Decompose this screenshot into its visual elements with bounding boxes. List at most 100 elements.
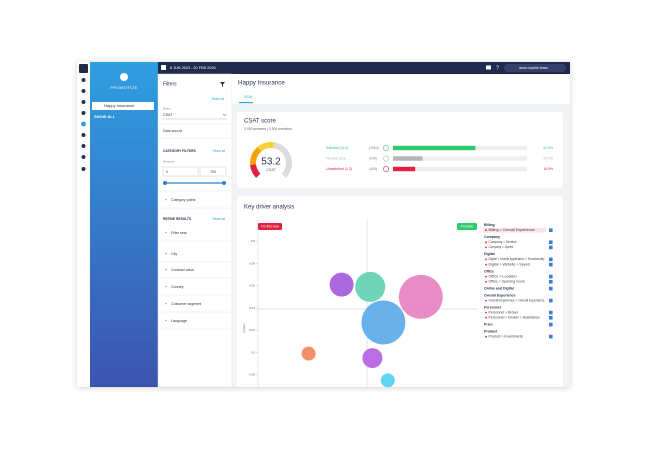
- csat-row-label: Unsatisfied (1-2): [326, 167, 352, 171]
- user-name[interactable]: anne-sophie.lears: [519, 66, 548, 70]
- metric-value[interactable]: CSAT: [163, 113, 173, 117]
- slider-handle[interactable]: [222, 181, 226, 185]
- bubble[interactable]: [301, 346, 316, 361]
- refine-item[interactable]: Country: [171, 285, 184, 289]
- refine-item[interactable]: Filter sets: [171, 231, 187, 235]
- csat-row-label: Neutral (3-3): [326, 156, 346, 160]
- filter-icon[interactable]: [220, 82, 225, 87]
- reset-all[interactable]: Reset all: [213, 217, 226, 221]
- legend-item[interactable]: Personnel > Broker: [489, 310, 520, 314]
- expander: +: [165, 198, 167, 202]
- main-title: Happy Insurance: [238, 80, 285, 87]
- fix-badge: [258, 223, 282, 230]
- csat-row-value: 22.0%: [543, 156, 553, 160]
- max-input[interactable]: [199, 166, 227, 177]
- promote-label: Promote: [461, 224, 474, 228]
- bubble[interactable]: [398, 274, 443, 319]
- min-input[interactable]: [162, 166, 199, 177]
- legend-check[interactable]: [549, 286, 553, 291]
- legend-item[interactable]: Product > Investments: [489, 334, 524, 338]
- user-pill[interactable]: [504, 64, 566, 72]
- y-axis-label: Impact: [242, 323, 246, 332]
- legend-check[interactable]: [549, 240, 553, 244]
- legend-item[interactable]: Company > Service: [489, 240, 517, 244]
- data-source[interactable]: Data source: [163, 129, 182, 133]
- bubble[interactable]: [329, 272, 354, 297]
- legend-check[interactable]: [549, 334, 553, 339]
- legend-check[interactable]: [549, 280, 553, 284]
- y-tick-label: 0.56: [249, 284, 255, 288]
- legend-group: Billing: [484, 223, 495, 227]
- legend-check[interactable]: [549, 322, 553, 327]
- legend-check[interactable]: [549, 257, 553, 262]
- tab-underline: [239, 102, 253, 104]
- legend-dot: [485, 299, 487, 302]
- legend-dot: [485, 316, 487, 319]
- max-value: 754: [210, 170, 216, 174]
- legend-dot: [485, 311, 487, 314]
- refine-item[interactable]: Contract value: [171, 268, 194, 272]
- bubble[interactable]: [380, 373, 395, 387]
- legend-item[interactable]: Office > Location: [489, 274, 517, 278]
- refine-item[interactable]: City: [171, 252, 177, 256]
- refine-item[interactable]: Customer segment: [171, 302, 201, 306]
- main-header: [232, 74, 570, 104]
- gauge-segment: [250, 146, 262, 165]
- project-label[interactable]: Happy Insurance: [104, 103, 135, 108]
- legend-highlight: [483, 227, 546, 233]
- csat-bar-track: [393, 166, 527, 172]
- filters-panel: [157, 73, 233, 387]
- date-range[interactable]: 6 JUN 2023 - 20 FEB 2026: [170, 66, 216, 70]
- y-tick-label: 0.48: [249, 373, 255, 377]
- menu-icon[interactable]: [79, 64, 88, 73]
- legend-check[interactable]: [549, 310, 553, 315]
- brand: PROMOTIZE: [110, 85, 137, 90]
- inbox-icon[interactable]: [486, 65, 491, 70]
- min-value: 0: [166, 170, 168, 174]
- reset-all[interactable]: Reset all: [213, 149, 226, 153]
- legend-check[interactable]: [549, 245, 553, 250]
- csat-bar: [393, 156, 423, 161]
- legend-check[interactable]: [549, 262, 553, 267]
- legend-check[interactable]: [549, 228, 553, 232]
- legend-group: Personnel: [484, 305, 501, 309]
- legend-dot: [485, 258, 487, 261]
- refine-item[interactable]: Language: [171, 319, 187, 323]
- y-tick-label: 0.6: [251, 239, 256, 243]
- gauge-segment: [257, 142, 275, 152]
- csat-row-count: (645): [369, 156, 377, 160]
- category-paths[interactable]: Category paths: [171, 198, 196, 202]
- mentions-label: Mentions: [163, 160, 175, 164]
- y-tick-label: 0.58: [249, 261, 255, 265]
- y-tick-label: 0.54: [249, 306, 255, 310]
- legend-dot: [485, 241, 487, 244]
- legend-item[interactable]: Office > Opening hours: [489, 280, 526, 284]
- bubble[interactable]: [361, 300, 406, 345]
- legend-item[interactable]: Billing > Overall Experience: [489, 228, 535, 232]
- legend-check[interactable]: [549, 274, 553, 279]
- show-all[interactable]: SHOW ALL: [94, 114, 116, 119]
- bubble[interactable]: [355, 271, 386, 302]
- kda-title: Key driver analysis: [244, 205, 294, 211]
- legend-item[interactable]: Digital > Website > Speed: [489, 262, 531, 266]
- legend-item[interactable]: Digital > Mobile Application > Functiona…: [489, 257, 545, 261]
- legend-item[interactable]: Personnel > Broker > Assistance: [489, 316, 540, 320]
- legend-item[interactable]: Overall Experience > Overall Experience: [489, 298, 545, 302]
- reset-all[interactable]: Reset all: [212, 97, 225, 101]
- project-item[interactable]: [92, 102, 154, 110]
- bubble[interactable]: [362, 348, 383, 369]
- help-icon[interactable]: ?: [496, 65, 499, 71]
- legend-group: Overall Experience: [484, 293, 516, 297]
- csat-row-value: 61.5%: [543, 146, 553, 150]
- legend-dot: [485, 263, 487, 266]
- legend-check[interactable]: [549, 298, 553, 303]
- legend-item[interactable]: Company > Speed: [489, 245, 514, 249]
- gauge-segment: [250, 164, 261, 178]
- promote-badge: [457, 223, 477, 230]
- slider-handle[interactable]: [163, 181, 167, 185]
- tab[interactable]: SOA: [244, 95, 252, 99]
- csat-bar-track: [393, 156, 527, 161]
- expander: +: [165, 285, 167, 289]
- legend-check[interactable]: [549, 316, 553, 320]
- csat-bar: [393, 145, 476, 151]
